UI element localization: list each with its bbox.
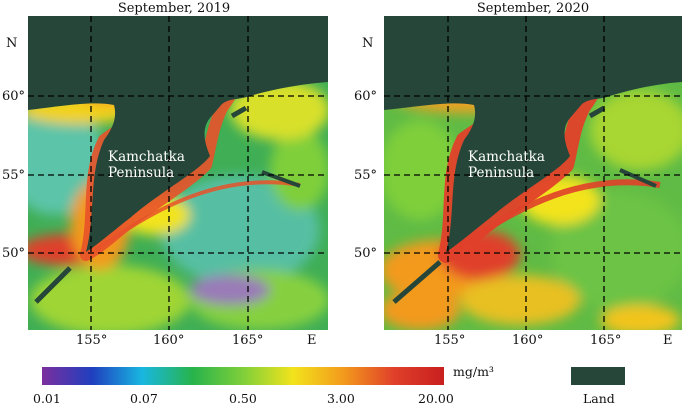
lat-label-55: 55°	[354, 168, 378, 183]
land-legend-swatch	[571, 367, 625, 385]
land-legend-label: Land	[583, 391, 615, 406]
colorbar-tick: 3.00	[327, 391, 355, 406]
colorbar-tick: 0.01	[33, 391, 61, 406]
lon-label-155: 155°	[76, 333, 108, 348]
lat-label-50: 50°	[2, 246, 26, 261]
lon-label-155: 155°	[434, 333, 466, 348]
colorbar-tick: 20.00	[418, 391, 454, 406]
colorbar-unit: mg/m³	[453, 364, 494, 379]
lat-label-60: 60°	[2, 89, 26, 104]
colorbar	[42, 367, 444, 385]
north-label: N	[362, 36, 374, 51]
colorbar-tick: 0.07	[130, 391, 158, 406]
lon-label-165: 165°	[590, 333, 622, 348]
place-label-peninsula: Peninsula	[468, 165, 534, 181]
lon-label-160: 160°	[153, 333, 185, 348]
lat-label-60: 60°	[354, 89, 378, 104]
east-label: E	[663, 333, 673, 348]
panel-title-2019: September, 2019	[117, 1, 231, 16]
place-label-kamchatka: Kamchatka	[468, 149, 545, 165]
lat-label-50: 50°	[354, 246, 378, 261]
place-label-peninsula: Peninsula	[108, 165, 174, 181]
north-label: N	[6, 36, 18, 51]
place-label-kamchatka: Kamchatka	[108, 149, 185, 165]
colorbar-tick: 0.50	[229, 391, 257, 406]
lon-label-160: 160°	[512, 333, 544, 348]
lon-label-165: 165°	[232, 333, 264, 348]
panel-title-2020: September, 2020	[476, 1, 590, 16]
lat-label-55: 55°	[2, 168, 26, 183]
east-label: E	[307, 333, 317, 348]
